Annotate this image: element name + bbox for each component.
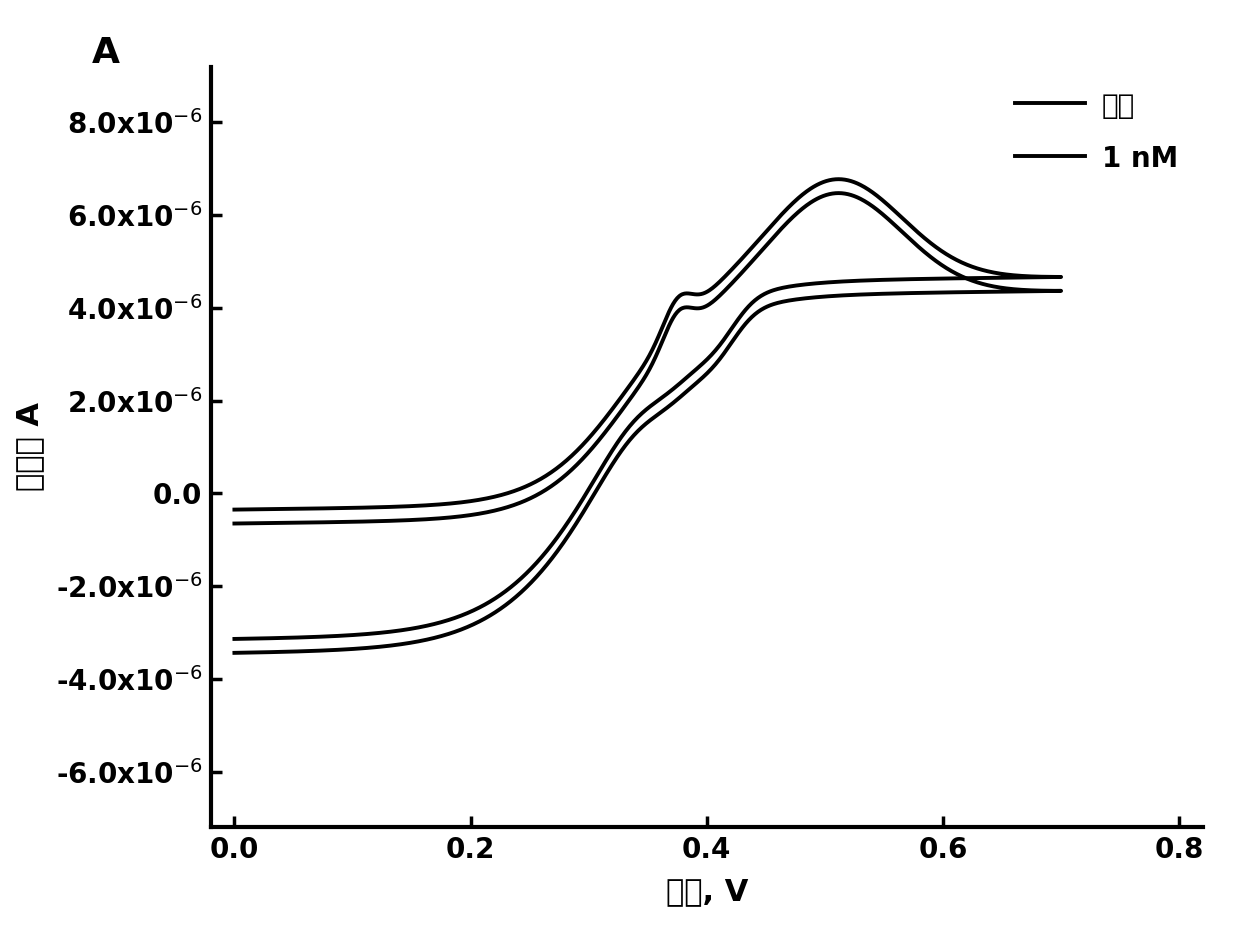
Line: 1 nM: 1 nM xyxy=(234,179,1061,639)
1 nM xyxy=(258,503,273,514)
空白 xyxy=(258,517,273,529)
1 nM xyxy=(831,173,846,184)
空白 xyxy=(740,316,755,327)
空白 xyxy=(976,279,991,290)
空白 xyxy=(831,187,846,199)
Legend: 空白, 1 nM: 空白, 1 nM xyxy=(1004,81,1189,184)
X-axis label: 电位, V: 电位, V xyxy=(666,878,748,906)
空白 xyxy=(227,517,242,529)
空白 xyxy=(1034,285,1049,297)
1 nM xyxy=(227,633,242,645)
空白 xyxy=(523,493,538,504)
Line: 空白: 空白 xyxy=(234,193,1061,652)
1 nM xyxy=(976,264,991,276)
空白 xyxy=(227,647,242,658)
空白 xyxy=(332,644,347,655)
1 nM xyxy=(523,478,538,490)
Text: A: A xyxy=(92,36,120,70)
1 nM xyxy=(227,504,242,515)
Y-axis label: 电流， A: 电流， A xyxy=(15,402,45,492)
1 nM xyxy=(740,301,755,313)
1 nM xyxy=(332,631,347,642)
1 nM xyxy=(1034,271,1049,282)
